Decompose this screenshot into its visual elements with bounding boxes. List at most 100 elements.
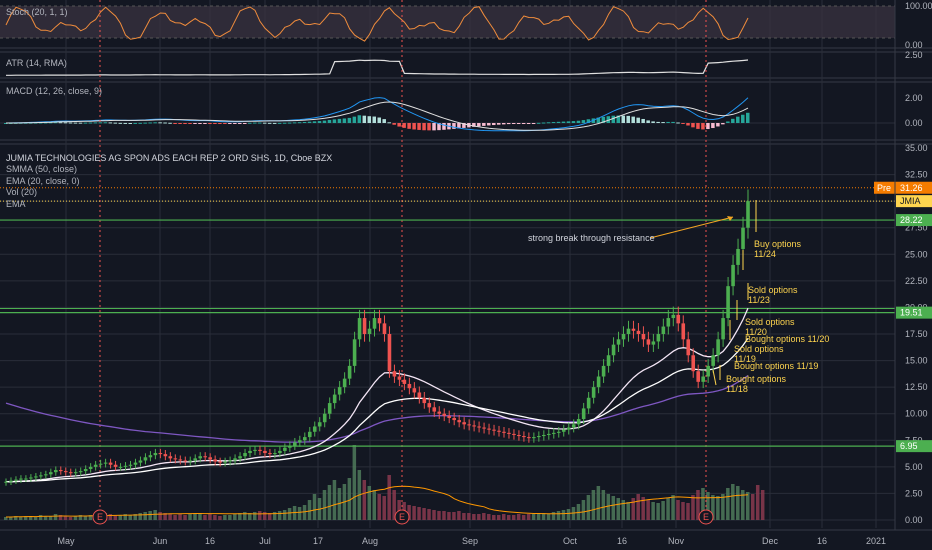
candle-body (477, 426, 481, 428)
macd-histogram-bar (98, 122, 103, 124)
candle-body (532, 437, 536, 439)
macd-histogram-bar (521, 123, 526, 124)
macd-histogram-bar (631, 116, 635, 123)
volume-ma-line (6, 485, 749, 518)
volume-bar (566, 509, 571, 520)
macd-histogram-bar (551, 122, 556, 124)
volume-bar (442, 511, 446, 520)
volume-bar (551, 512, 556, 520)
candle-body (29, 477, 33, 479)
macd-histogram-bar (193, 123, 197, 124)
candle-body (626, 328, 631, 334)
volume-bar (457, 511, 461, 520)
macd-histogram-bar (477, 123, 481, 127)
candle-body (198, 456, 203, 459)
x-tick-label: 16 (617, 536, 627, 546)
macd-histogram-bar (422, 123, 426, 131)
candle-body (492, 429, 496, 431)
volume-bar (238, 513, 242, 520)
macd-histogram-bar (252, 122, 257, 124)
macd-histogram-bar (367, 116, 372, 123)
macd-histogram-bar (218, 123, 222, 124)
volume-bar (561, 510, 566, 520)
volume-bar (746, 492, 750, 520)
vol-label: Vol (20) (6, 187, 38, 197)
candle-body (93, 464, 98, 467)
candle-body (113, 464, 118, 467)
macd-histogram-bar (133, 122, 137, 124)
price-tag (896, 195, 932, 208)
candle-body (208, 457, 212, 460)
macd-histogram-bar (103, 122, 108, 124)
candle-body (123, 465, 128, 467)
candle-body (591, 387, 596, 398)
volume-bar (462, 513, 466, 520)
volume-bar (706, 492, 710, 520)
macd-histogram-bar (606, 116, 611, 123)
volume-bar (367, 486, 372, 520)
macd-histogram-bar (277, 122, 282, 124)
macd-histogram-bar (526, 123, 531, 124)
macd-histogram-bar (203, 123, 207, 124)
candle-body (372, 318, 377, 329)
stoch-band (0, 6, 895, 38)
volume-bar (641, 497, 645, 520)
macd-histogram-bar (731, 118, 735, 123)
candle-body (133, 462, 138, 465)
macd-histogram-bar (272, 122, 277, 124)
macd-histogram-bar (626, 115, 630, 123)
price-tag (896, 214, 932, 227)
macd-histogram-bar (442, 123, 446, 130)
x-axis-bg (0, 530, 932, 550)
volume-bar (596, 486, 601, 520)
volume-bar (576, 504, 581, 520)
macd-histogram-bar (83, 122, 88, 124)
volume-bar (726, 488, 730, 520)
macd-histogram-bar (377, 117, 381, 123)
price-tick-label: 15.00 (905, 356, 928, 366)
macd-histogram-bar (666, 121, 670, 123)
candle-body (283, 447, 287, 451)
macd-histogram-bar (163, 122, 167, 124)
macd-histogram-bar (307, 121, 312, 123)
volume-bar (158, 512, 162, 520)
macd-histogram-bar (651, 121, 655, 123)
resistance-arrowhead (727, 216, 733, 221)
candle-body (611, 344, 616, 356)
candle-body (44, 474, 48, 476)
volume-bar (83, 516, 88, 520)
macd-histogram-bar (501, 123, 506, 125)
candle-body (556, 431, 561, 433)
macd-histogram-bar (641, 118, 645, 123)
price-tick-label: 27.50 (905, 223, 928, 233)
candle-body (596, 376, 601, 388)
price-tick-label: 10.00 (905, 409, 928, 419)
volume-bar (327, 485, 332, 520)
volume-bar (755, 485, 760, 520)
candle-body (746, 201, 750, 228)
macd-histogram-bar (691, 123, 695, 128)
macd-histogram-bar (143, 122, 147, 124)
ema-label: EMA (6, 199, 26, 209)
macd-histogram-bar (48, 122, 53, 124)
macd-histogram-bar (427, 123, 431, 131)
candle-body (686, 339, 691, 356)
candle-body (656, 334, 661, 342)
price-tick-label: 35.00 (905, 143, 928, 153)
volume-bar (8, 517, 13, 520)
macd-histogram-bar (711, 123, 715, 129)
candle-body (118, 466, 123, 468)
macd-histogram-bar (721, 123, 725, 125)
candle-body (248, 450, 252, 454)
macd-histogram-bar (571, 121, 576, 123)
candle-body (253, 449, 257, 451)
macd-histogram-bar (726, 121, 730, 123)
candle-body (298, 440, 302, 443)
candle-body (88, 466, 93, 469)
candle-body (736, 248, 740, 265)
candle-body (183, 460, 188, 462)
candle-body (701, 376, 705, 382)
volume-bar (671, 495, 675, 520)
price-tick-label: 12.50 (905, 382, 928, 392)
